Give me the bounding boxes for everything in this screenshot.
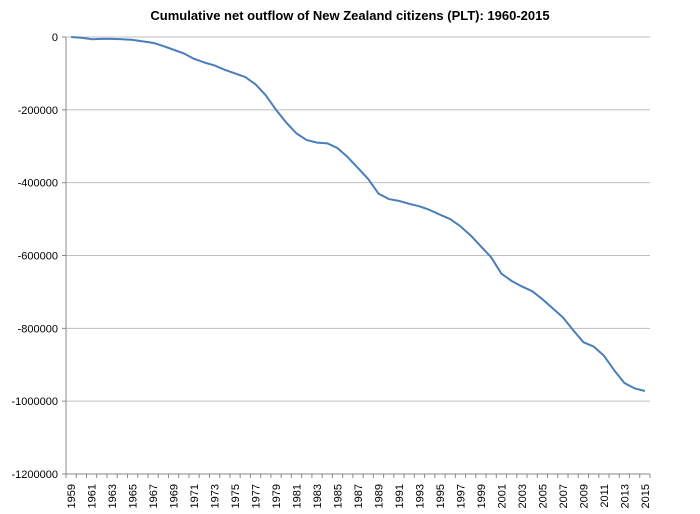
x-tick-label: 1989 [373, 484, 385, 508]
x-tick-label: 1971 [189, 484, 201, 508]
x-tick-label: 2003 [517, 484, 529, 508]
chart-title: Cumulative net outflow of New Zealand ci… [150, 8, 549, 23]
x-tick-label: 1995 [435, 484, 447, 508]
y-tick-label: -600000 [18, 251, 58, 263]
y-tick-label: -200000 [18, 105, 58, 117]
x-tick-label: 1967 [148, 484, 160, 508]
x-tick-label: 2011 [599, 484, 611, 508]
x-tick-label: 1977 [251, 484, 263, 508]
x-tick-label: 1985 [333, 484, 345, 508]
x-tick-label: 2001 [496, 484, 508, 508]
x-tick-label: 2005 [537, 484, 549, 508]
x-tick-label: 1991 [394, 484, 406, 508]
x-tick-label: 2009 [578, 484, 590, 508]
x-tick-label: 1963 [107, 484, 119, 508]
x-tick-label: 1979 [271, 484, 283, 508]
y-tick-label: -800000 [18, 323, 58, 335]
x-tick-label: 1965 [128, 484, 140, 508]
x-tick-label: 1969 [169, 484, 181, 508]
x-tick-label: 1987 [353, 484, 365, 508]
y-tick-label: -400000 [18, 178, 58, 190]
x-tick-label: 2015 [640, 484, 652, 508]
x-tick-label: 1983 [312, 484, 324, 508]
x-tick-label: 1999 [476, 484, 488, 508]
x-tick-label: 2007 [558, 484, 570, 508]
x-tick-label: 1961 [87, 484, 99, 508]
x-tick-label: 1993 [414, 484, 426, 508]
y-tick-label: 0 [52, 32, 58, 44]
x-tick-label: 1981 [292, 484, 304, 508]
y-tick-label: -1200000 [12, 469, 59, 481]
data-line [71, 36, 646, 392]
x-tick-label: 1959 [66, 484, 78, 508]
y-tick-label: -1000000 [12, 396, 59, 408]
x-tick-label: 1997 [455, 484, 467, 508]
x-tick-label: 1975 [230, 484, 242, 508]
x-tick-label: 2013 [619, 484, 631, 508]
x-tick-label: 1973 [210, 484, 222, 508]
